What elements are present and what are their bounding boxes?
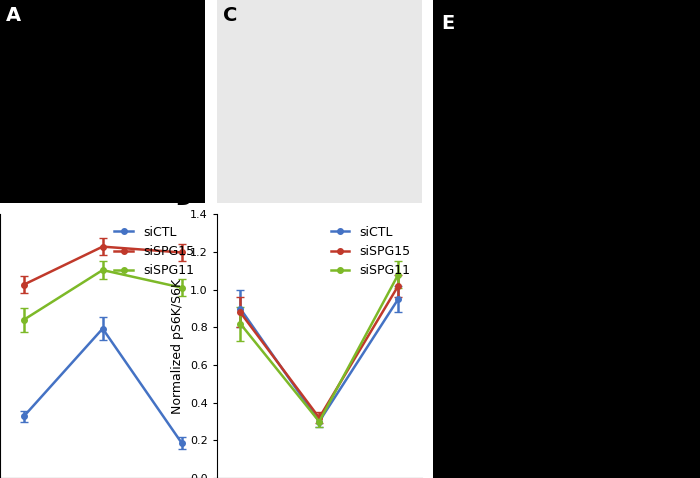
Text: D: D [176,190,192,209]
Legend: siCTL, siSPG15, siSPG11: siCTL, siSPG15, siSPG11 [326,221,416,282]
Y-axis label: Normalized pS6K/S6K: Normalized pS6K/S6K [172,279,184,414]
Text: E: E [441,14,454,33]
Text: A: A [6,6,21,25]
Legend: siCTL, siSPG15, siSPG11: siCTL, siSPG15, siSPG11 [109,221,199,282]
Text: C: C [223,6,237,25]
